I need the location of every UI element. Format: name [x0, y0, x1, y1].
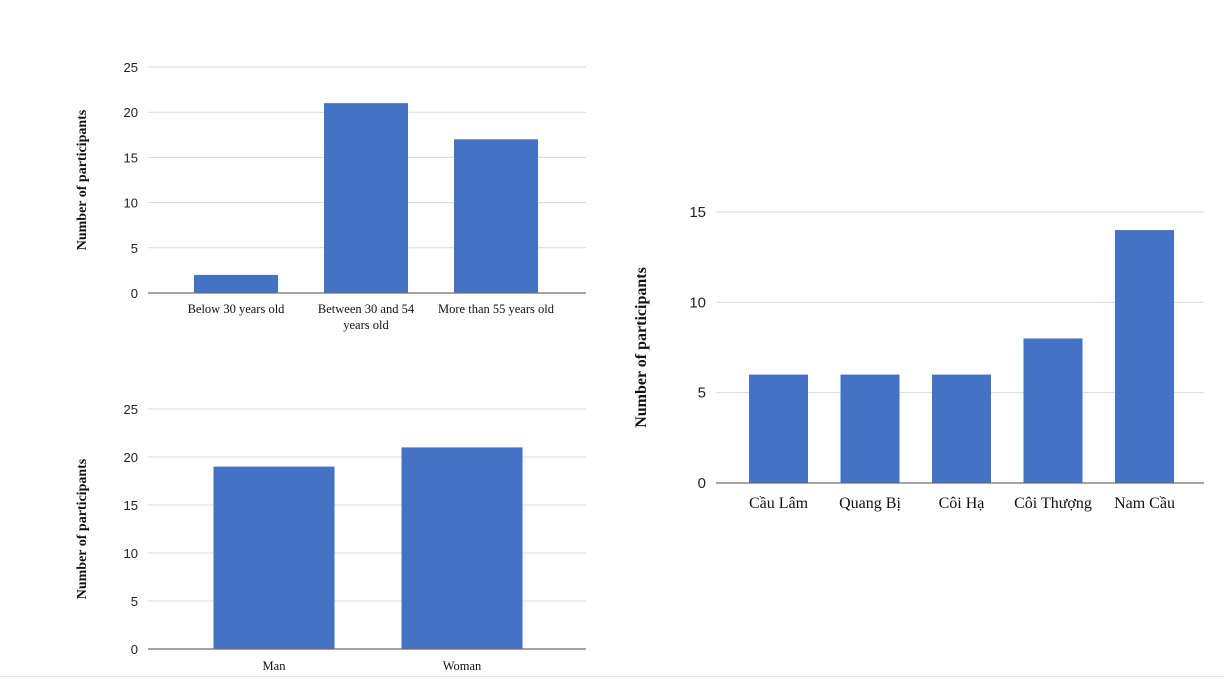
- x-tick-label: Côi Hạ: [939, 495, 985, 512]
- bar: [932, 374, 991, 483]
- bar: [749, 374, 808, 483]
- y-tick-label: 15: [124, 150, 138, 165]
- bottom-rule: [0, 676, 1224, 677]
- y-axis-title: Number of participants: [75, 109, 90, 250]
- y-tick-label: 15: [124, 498, 138, 513]
- y-tick-label: 20: [124, 450, 138, 465]
- x-tick-label: Man: [263, 659, 287, 673]
- bar: [454, 139, 538, 293]
- y-tick-label: 10: [124, 546, 138, 561]
- village-bar-chart: 0 5 10 15 Cầu Lâm Quang Bị Côi Hạ Côi Thượng Nam…: [633, 204, 1204, 512]
- y-tick-label: 10: [124, 196, 138, 211]
- bar: [840, 374, 900, 483]
- y-tick-label: 0: [698, 475, 706, 492]
- x-tick-label: Côi Thượng: [1014, 495, 1092, 512]
- x-tick-label: Nam Cầu: [1114, 495, 1175, 512]
- bar: [194, 274, 278, 293]
- y-tick-label: 15: [689, 204, 706, 221]
- x-tick-label: Between 30 and 54 years old: [318, 302, 415, 332]
- x-tick-label: Below 30 years old: [188, 302, 286, 316]
- x-tick-label: More than 55 years old: [438, 302, 555, 316]
- bar: [401, 447, 523, 649]
- y-tick-label: 0: [131, 642, 138, 657]
- y-tick-label: 5: [698, 385, 706, 402]
- bar: [1115, 230, 1174, 483]
- bar: [1023, 338, 1083, 483]
- y-axis-title: Number of participants: [75, 458, 90, 599]
- y-tick-label: 20: [124, 105, 138, 120]
- y-tick-label: 10: [689, 294, 706, 311]
- y-axis-title: Number of participants: [633, 267, 650, 428]
- x-tick-label: Quang Bị: [839, 495, 901, 512]
- bar: [213, 466, 335, 649]
- age-group-bar-chart: 0 5 10 15 20 25 Below 30 years old Between 30 a…: [75, 60, 586, 332]
- y-tick-label: 5: [131, 594, 138, 609]
- gender-bar-chart: 0 5 10 15 20 25 Man Woman Number of participants: [75, 402, 586, 673]
- x-tick-label: Woman: [443, 659, 482, 673]
- y-tick-label: 25: [124, 402, 138, 417]
- bar: [324, 103, 408, 293]
- y-tick-label: 5: [131, 241, 138, 256]
- x-tick-label: Cầu Lâm: [749, 495, 809, 512]
- y-tick-label: 25: [124, 60, 138, 75]
- y-tick-label: 0: [131, 286, 138, 301]
